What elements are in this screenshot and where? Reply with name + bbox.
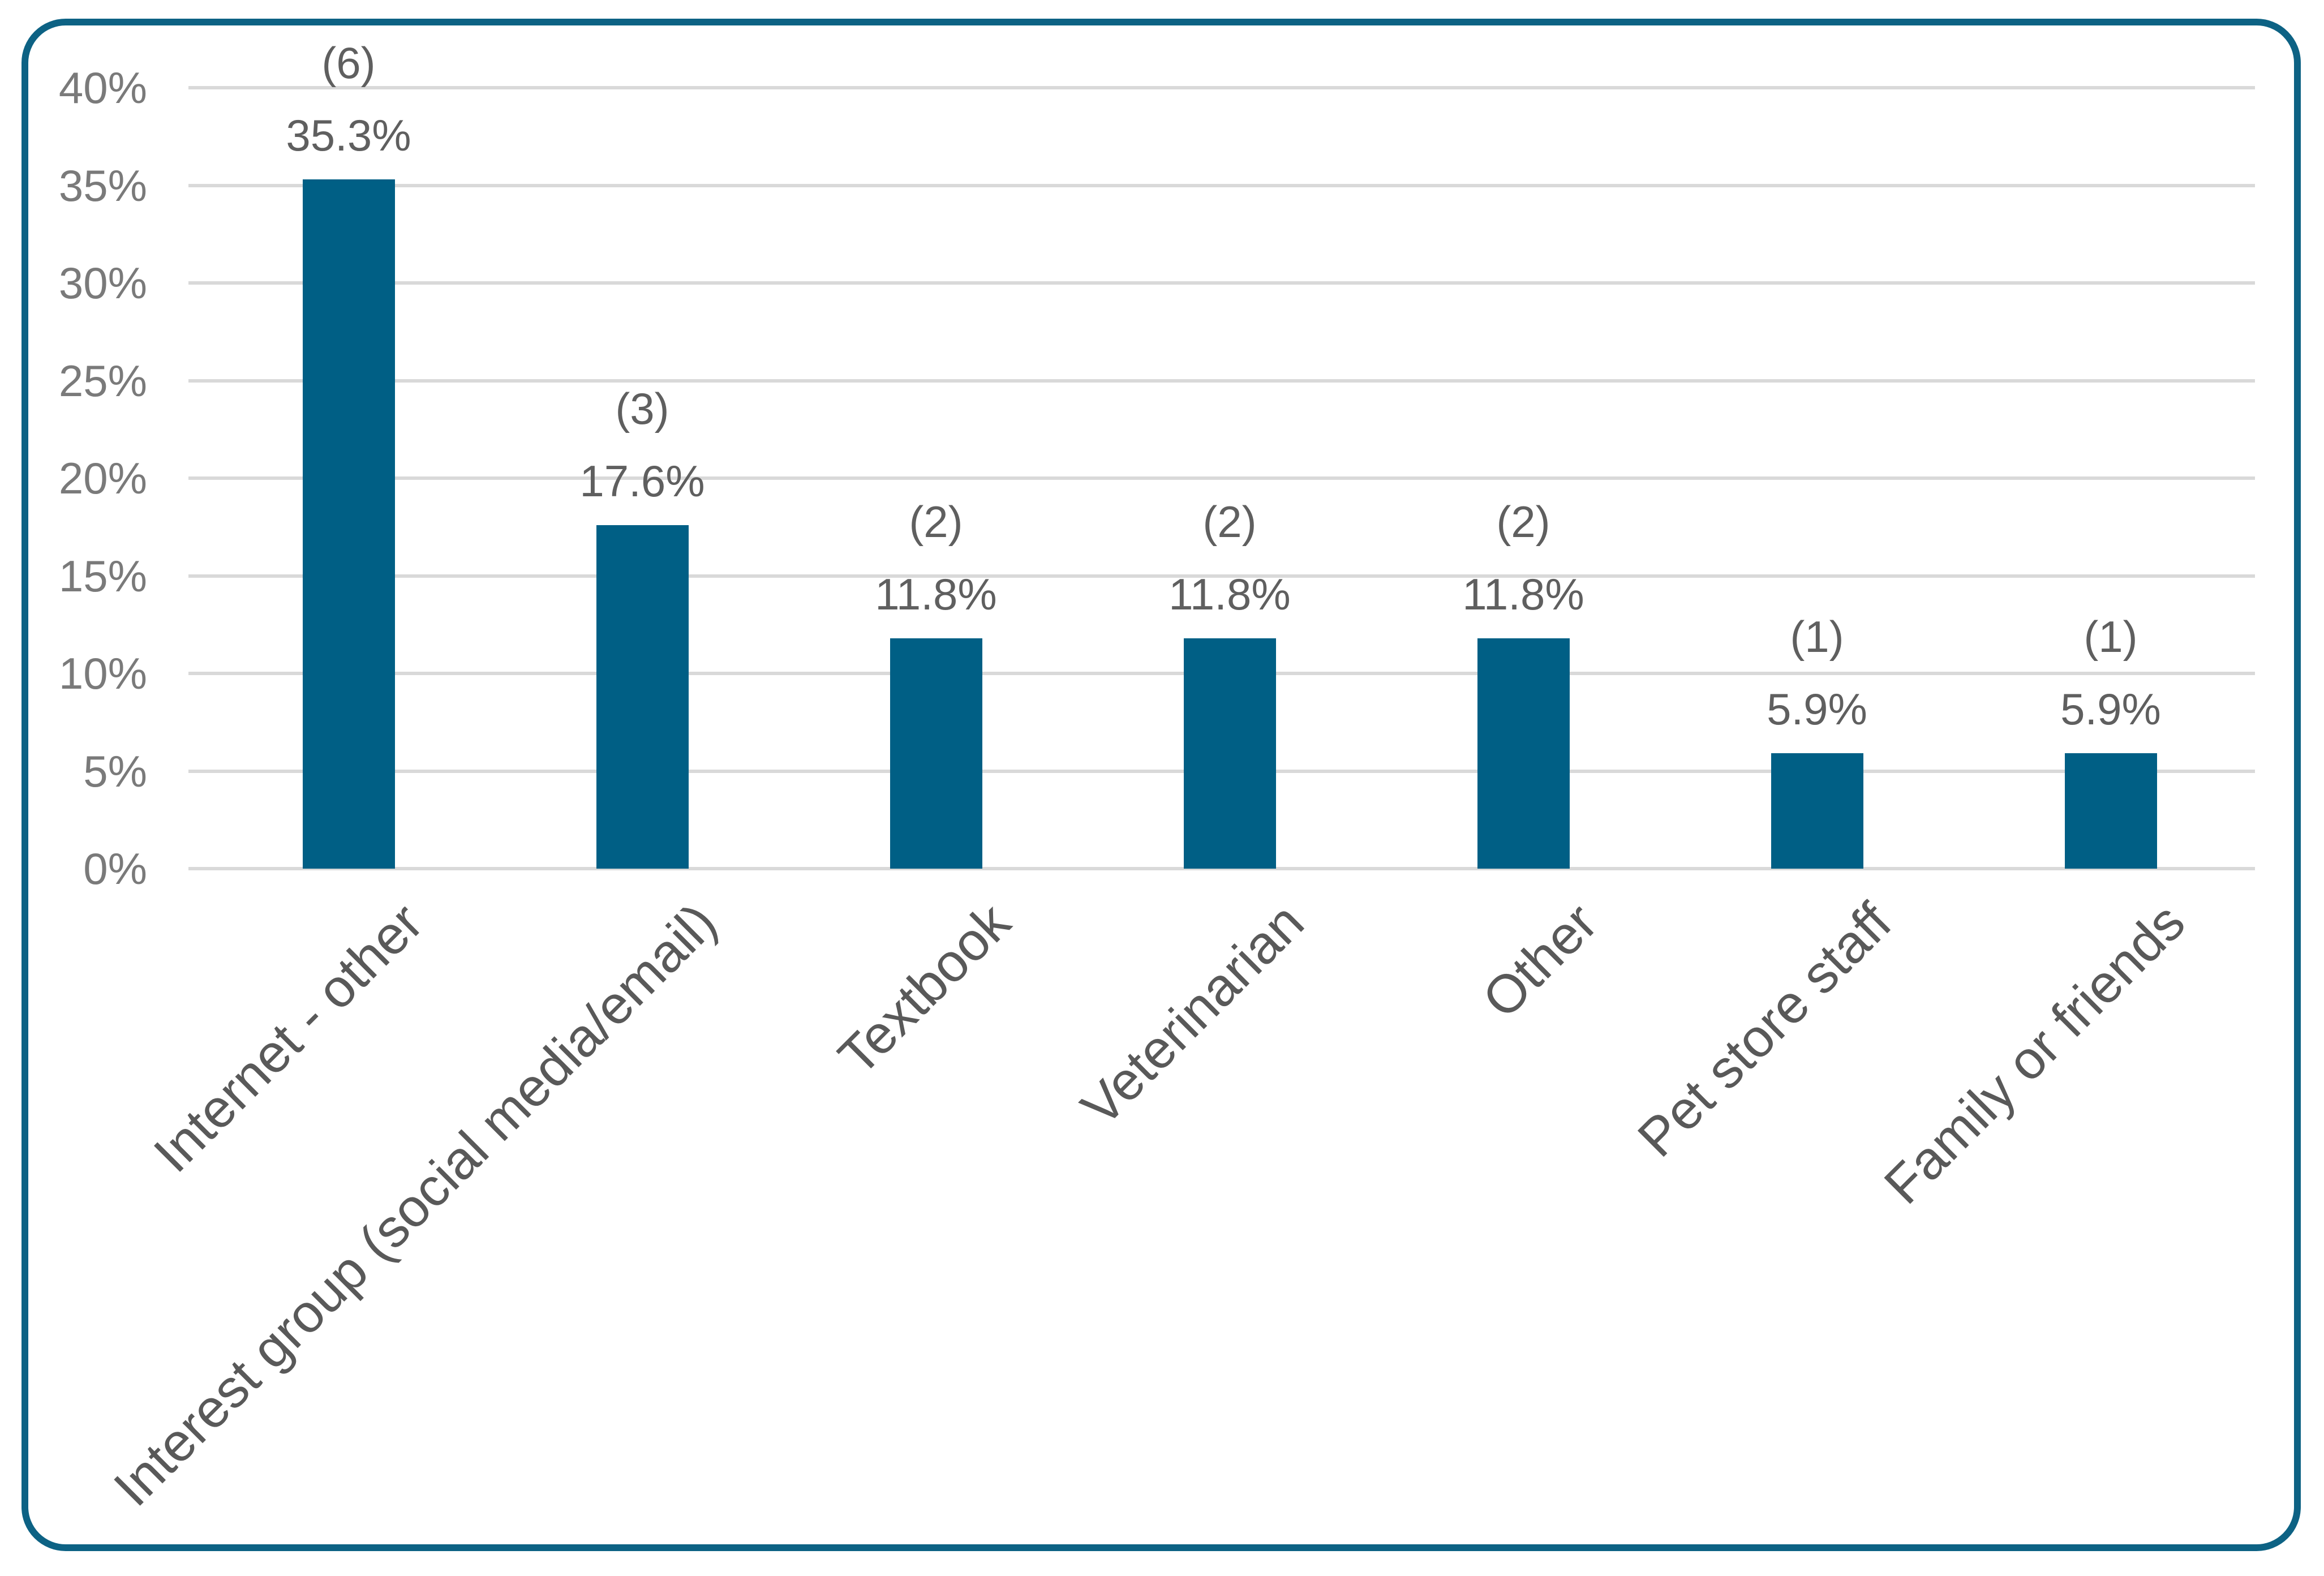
category-label-textbook: Textbook [827,892,1022,1087]
category-label-family-or-friends: Family or friends [1872,892,2197,1216]
bar-value-label-family-or-friends: (1) 5.9% [2060,600,2161,745]
y-axis-tick-label: 5% [83,746,147,796]
bar-percent-label: 17.6% [579,456,705,506]
y-axis-tick-label: 40% [58,63,147,113]
y-axis-tick-label: 35% [58,160,147,211]
bar-count-label: (1) [2084,612,2138,662]
bar-percent-label: 11.8% [875,569,997,619]
chart-frame [22,19,2301,1551]
y-axis-tick-label: 15% [58,551,147,601]
gridline-20 [188,476,2255,480]
bar-count-label: (2) [1202,497,1257,547]
gridline-40 [188,86,2255,89]
bar-count-label: (2) [909,497,963,547]
bar-textbook [890,638,982,869]
bar-value-label-textbook: (2) 11.8% [875,486,996,630]
bar-percent-label: 11.8% [1462,569,1584,619]
category-label-internet-other: Internet - other [142,892,435,1184]
bar-pet-store-staff [1771,753,1863,869]
category-label-other: Other [1471,892,1609,1030]
gridline-0 [188,867,2255,870]
y-axis-tick-label: 30% [58,258,147,308]
bar-value-label-internet-other: (6) 35.3% [286,27,411,171]
y-axis-tick-label: 0% [83,844,147,894]
bar-other [1477,638,1570,869]
gridline-35 [188,183,2255,187]
bar-percent-label: 11.8% [1169,569,1291,619]
gridline-15 [188,574,2255,578]
y-axis-tick-label: 25% [58,355,147,406]
y-axis-tick-label: 20% [58,453,147,503]
bar-percent-label: 5.9% [1767,684,1867,734]
bar-internet-other [302,179,395,869]
bar-count-label: (2) [1496,497,1550,547]
bar-percent-label: 35.3% [286,110,411,160]
gridline-25 [188,379,2255,383]
bar-veterinarian [1183,638,1276,869]
bar-value-label-interest-group-social-media-email: (3) 17.6% [579,372,704,517]
bar-count-label: (3) [615,384,669,433]
category-label-interest-group-social-media-email: Interest group (social media/email) [102,892,728,1518]
gridline-30 [188,281,2255,285]
category-label-pet-store-staff: Pet store staff [1626,892,1903,1169]
bar-percent-label: 5.9% [2060,684,2161,734]
bar-count-label: (6) [321,38,376,88]
bar-value-label-other: (2) 11.8% [1462,486,1584,630]
bar-family-or-friends [2064,753,2157,869]
bar-value-label-veterinarian: (2) 11.8% [1169,486,1290,630]
bar-value-label-pet-store-staff: (1) 5.9% [1767,600,1867,745]
bar-count-label: (1) [1790,612,1844,662]
category-label-veterinarian: Veterinarian [1069,892,1316,1137]
y-axis-tick-label: 10% [58,649,147,698]
bar-interest-group-social-media-email [596,525,689,869]
